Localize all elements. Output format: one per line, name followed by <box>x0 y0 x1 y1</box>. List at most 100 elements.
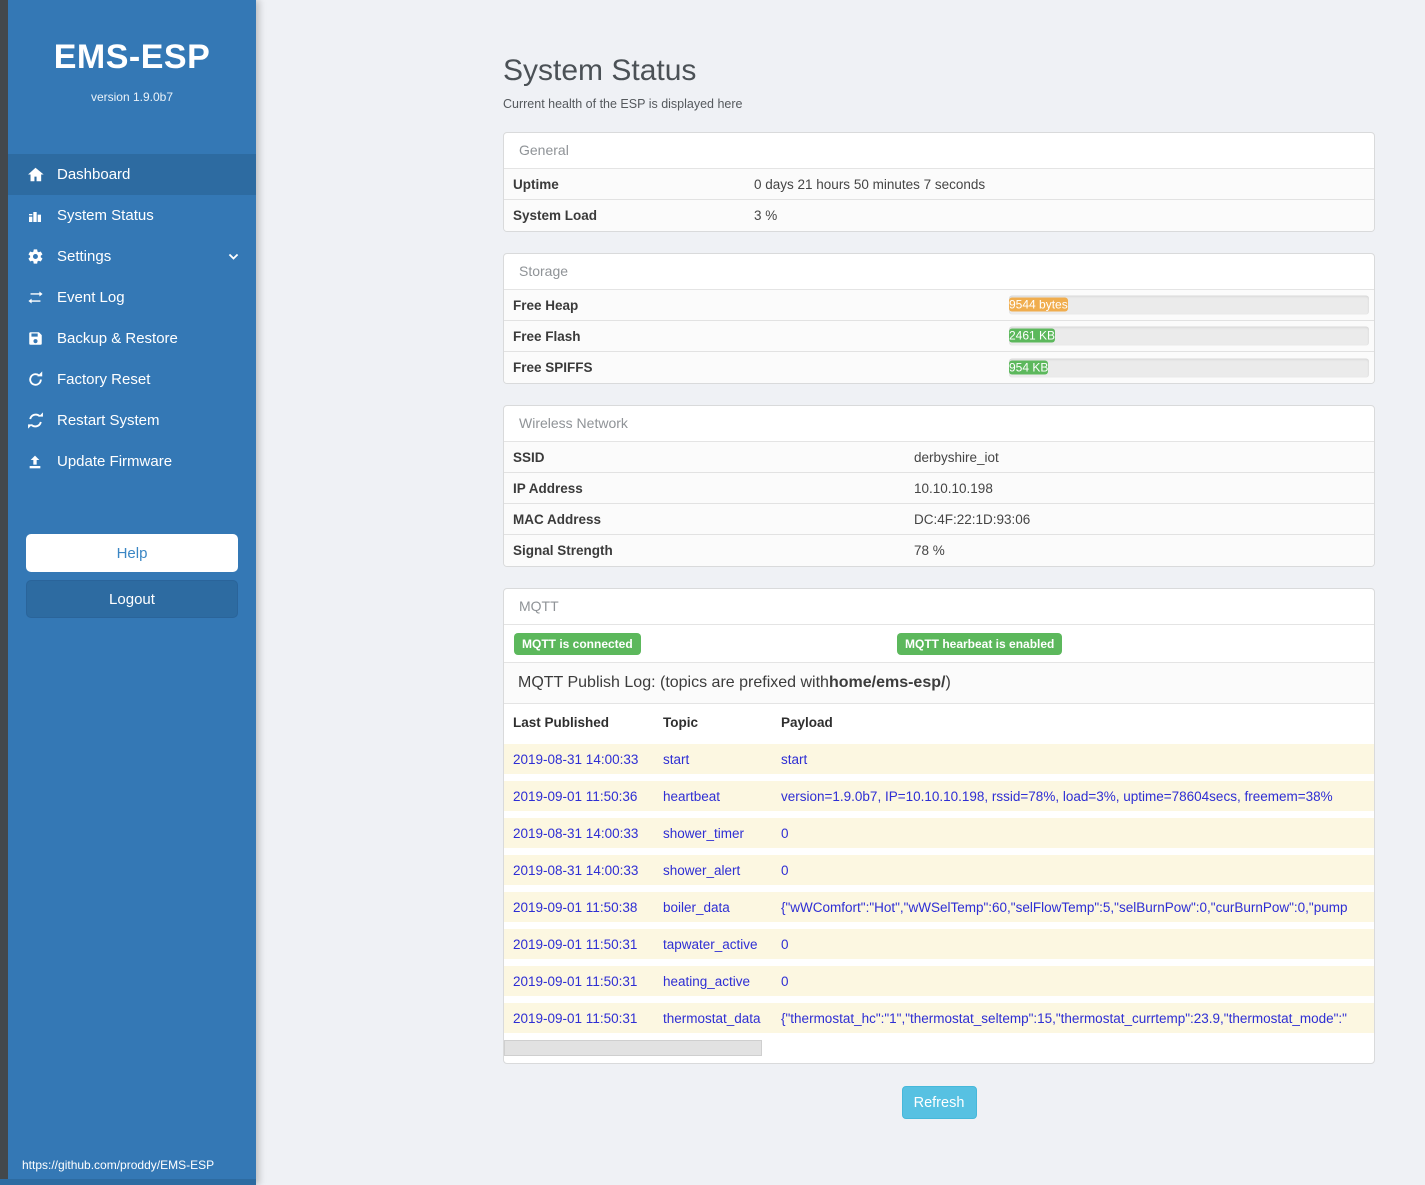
mqtt-log-row: 2019-08-31 14:00:33 start start <box>504 744 1374 774</box>
sidebar-bottom-strip <box>0 1179 256 1185</box>
mqtt-log-row: 2019-08-31 14:00:33 shower_timer 0 <box>504 818 1374 848</box>
log-last-published: 2019-09-01 11:50:31 <box>513 936 638 952</box>
sidebar-item-label: Restart System <box>57 412 160 429</box>
row-value: 78 % <box>914 543 945 558</box>
mqtt-panel-title: MQTT <box>504 589 1374 625</box>
help-button[interactable]: Help <box>26 534 238 572</box>
mqtt-heartbeat-badge: MQTT hearbeat is enabled <box>897 632 1063 655</box>
log-last-published: 2019-09-01 11:50:36 <box>513 788 638 804</box>
upload-icon <box>22 454 48 470</box>
log-payload: start <box>781 751 808 767</box>
log-last-published: 2019-08-31 14:00:33 <box>513 862 639 878</box>
main-content: System Status Current health of the ESP … <box>256 0 1425 1185</box>
storage-row: Free Heap 9544 bytes <box>504 290 1374 321</box>
row-value: 3 % <box>754 208 778 223</box>
mqtt-topic-prefix: home/ems-esp/ <box>828 674 946 691</box>
storage-row: Free Flash 2461 KB <box>504 321 1374 352</box>
row-label: IP Address <box>513 480 583 496</box>
app-title: EMS-ESP <box>53 38 211 76</box>
log-last-published: 2019-08-31 14:00:33 <box>513 825 639 841</box>
log-topic: heating_active <box>663 973 751 989</box>
column-header-topic: Topic <box>663 715 698 730</box>
row-label: Free Flash <box>513 328 581 344</box>
sidebar-item-label: Backup & Restore <box>57 330 178 347</box>
refresh-button[interactable]: Refresh <box>901 1086 977 1119</box>
log-payload: {"thermostat_hc":"1","thermostat_seltemp… <box>781 1010 1347 1026</box>
wireless-row: SSID derbyshire_iot <box>504 442 1374 473</box>
log-topic: start <box>663 751 690 767</box>
page-subtitle: Current health of the ESP is displayed h… <box>503 97 743 111</box>
page-title: System Status <box>503 54 697 87</box>
row-label: SSID <box>513 449 545 465</box>
sidebar-item-label: Update Firmware <box>57 453 173 470</box>
sidebar-item-restart-system[interactable]: Restart System <box>8 400 256 441</box>
progress-bar-track: 954 KB <box>1009 358 1369 377</box>
wireless-row: IP Address 10.10.10.198 <box>504 473 1374 504</box>
column-header-last-published: Last Published <box>513 715 610 730</box>
mqtt-log-row: 2019-09-01 11:50:36 heartbeat version=1.9.… <box>504 781 1374 811</box>
log-topic: boiler_data <box>663 899 730 915</box>
mqtt-log-row: 2019-09-01 11:50:38 boiler_data {"wWComfor… <box>504 892 1374 922</box>
sidebar-nav: Dashboard System Status Settings Event Log B… <box>8 154 256 482</box>
wireless-row: Signal Strength 78 % <box>504 535 1374 566</box>
horizontal-scrollbar[interactable] <box>504 1040 1374 1056</box>
row-label: Free SPIFFS <box>513 360 593 375</box>
log-payload: 0 <box>781 936 789 952</box>
wireless-panel: Wireless Network SSID derbyshire_iot IP Ad… <box>503 405 1375 567</box>
progress-bar-fill: 954 KB <box>1009 360 1049 374</box>
log-topic: shower_alert <box>663 862 741 878</box>
sync-icon <box>22 412 48 429</box>
bar-chart-icon <box>22 208 48 224</box>
log-last-published: 2019-09-01 11:50:38 <box>513 899 638 915</box>
sidebar-item-backup-restore[interactable]: Backup & Restore <box>8 318 256 359</box>
mqtt-log-row: 2019-08-31 14:00:33 shower_alert 0 <box>504 855 1374 885</box>
row-value: 10.10.10.198 <box>914 480 993 496</box>
general-panel: General Uptime 0 days 21 hours 50 minutes… <box>503 132 1375 232</box>
row-value: derbyshire_iot <box>914 449 999 465</box>
general-panel-title: General <box>504 133 1374 169</box>
row-label: System Load <box>513 208 598 223</box>
progress-bar-fill: 2461 KB <box>1009 328 1056 343</box>
log-topic: shower_timer <box>663 825 745 841</box>
log-payload: 0 <box>781 825 789 841</box>
log-last-published: 2019-09-01 11:50:31 <box>513 1010 638 1026</box>
row-label: MAC Address <box>513 511 602 527</box>
log-topic: heartbeat <box>663 788 721 804</box>
scrollbar-thumb[interactable] <box>504 1040 762 1056</box>
sidebar-item-settings[interactable]: Settings <box>8 236 256 277</box>
log-payload: 0 <box>781 973 789 989</box>
sidebar-item-update-firmware[interactable]: Update Firmware <box>8 441 256 482</box>
storage-row: Free SPIFFS 954 KB <box>504 352 1374 383</box>
mqtt-badge-row: MQTT is connected MQTT hearbeat is enabl… <box>504 625 1374 663</box>
log-last-published: 2019-08-31 14:00:33 <box>513 751 639 767</box>
storage-panel-title: Storage <box>504 254 1374 290</box>
sidebar-item-label: Dashboard <box>57 166 131 183</box>
mqtt-log-row: 2019-09-01 11:50:31 tapwater_active 0 <box>504 929 1374 959</box>
row-value: DC:4F:22:1D:93:06 <box>914 511 1031 527</box>
log-topic: tapwater_active <box>663 936 758 952</box>
sidebar-item-label: Settings <box>57 248 112 265</box>
exchange-icon <box>22 289 48 306</box>
github-link[interactable]: https://github.com/proddy/EMS-ESP <box>22 1158 215 1172</box>
log-last-published: 2019-09-01 11:50:31 <box>513 973 638 989</box>
progress-bar-fill: 9544 bytes <box>1009 297 1068 312</box>
log-payload: {"wWComfort":"Hot","wWSelTemp":60,"selFl… <box>781 899 1348 915</box>
progress-bar-track: 9544 bytes <box>1009 295 1369 315</box>
home-icon <box>22 166 48 183</box>
storage-panel: Storage Free Heap 9544 bytes Free Flash 246… <box>503 253 1375 384</box>
logout-button[interactable]: Logout <box>26 580 238 618</box>
general-row: System Load 3 % <box>504 200 1374 231</box>
sidebar-item-dashboard[interactable]: Dashboard <box>8 154 256 195</box>
sidebar-item-event-log[interactable]: Event Log <box>8 277 256 318</box>
mqtt-publish-log-caption: MQTT Publish Log: (topics are prefixed w… <box>504 663 1374 704</box>
mqtt-log-row: 2019-09-01 11:50:31 heating_active 0 <box>504 966 1374 996</box>
mqtt-log-header-row: Last Published Topic Payload <box>504 704 1374 741</box>
sidebar-item-factory-reset[interactable]: Factory Reset <box>8 359 256 400</box>
row-value: 0 days 21 hours 50 minutes 7 seconds <box>754 176 986 192</box>
mqtt-connected-badge: MQTT is connected <box>514 632 641 655</box>
mqtt-panel: MQTT MQTT is connected MQTT hearbeat is … <box>503 588 1375 1064</box>
progress-bar-track: 2461 KB <box>1009 326 1369 346</box>
save-icon <box>22 331 48 346</box>
sidebar-item-system-status[interactable]: System Status <box>8 195 256 236</box>
row-label: Uptime <box>513 176 559 192</box>
